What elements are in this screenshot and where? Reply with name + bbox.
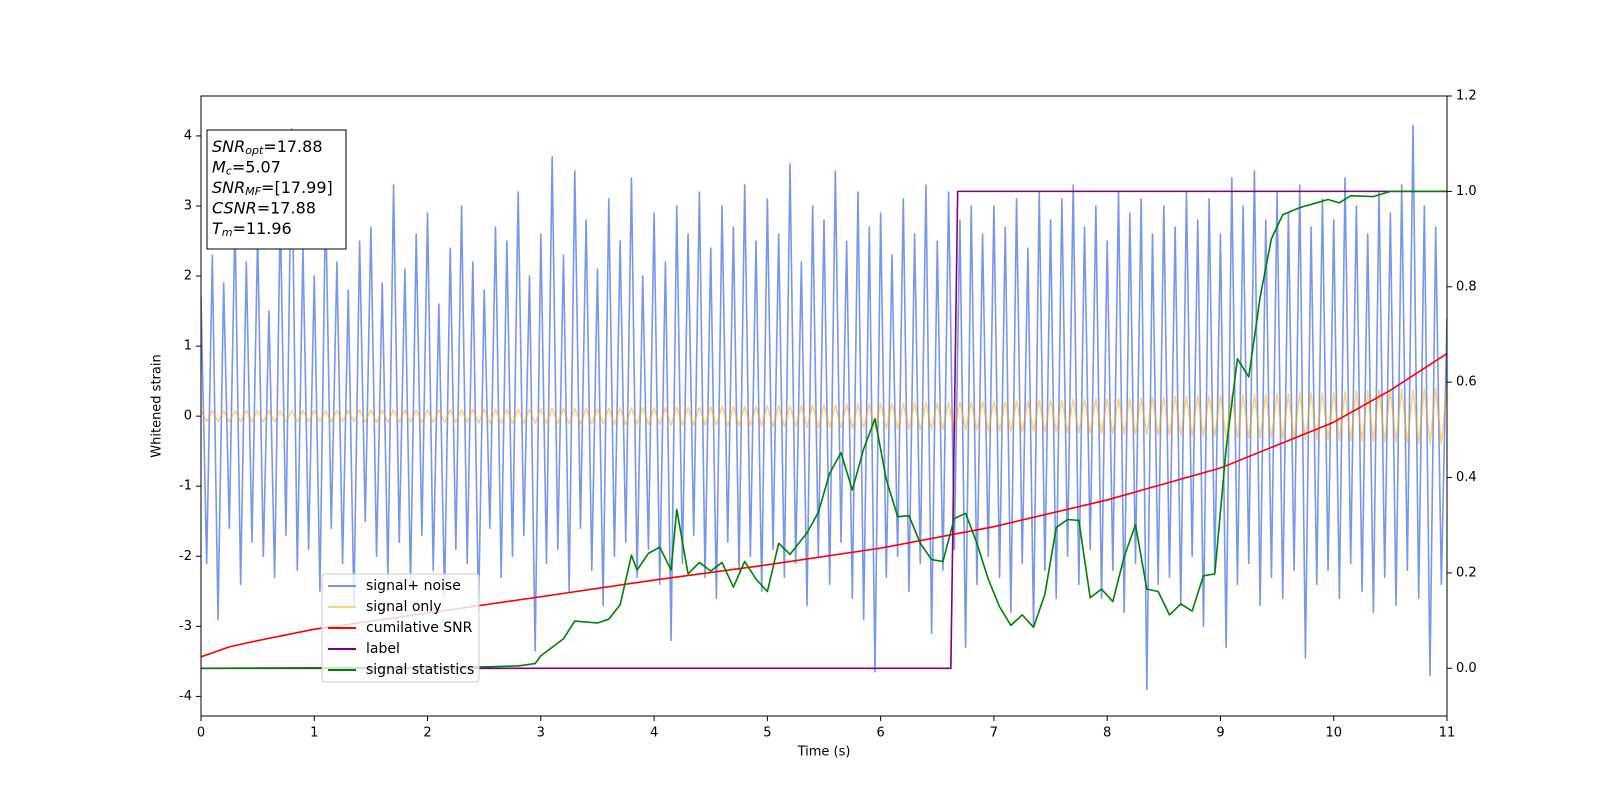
y-tick-label: -4 <box>179 689 192 704</box>
annotation-subscript: opt <box>245 144 264 157</box>
annotation-symbol: T <box>212 219 223 238</box>
series-line <box>201 388 1447 445</box>
x-tick-label: 5 <box>763 726 771 741</box>
y2-tick-label: 1.2 <box>1456 89 1477 104</box>
annotation-subscript: MF <box>245 185 261 198</box>
y2-tick-label: 1.0 <box>1456 184 1477 199</box>
annotation-box: SNRopt=17.88Mc=5.07SNRMF=[17.99]CSNR=17.… <box>206 129 347 250</box>
axes-frame <box>200 95 1448 717</box>
y-tick-label: 0 <box>184 409 192 424</box>
legend-label: cumilative SNR <box>366 620 473 636</box>
annotation-symbol: CSNR <box>212 198 257 217</box>
annotation: Tm=11.96 <box>212 219 292 240</box>
x-tick-label: 7 <box>990 726 998 741</box>
y-axis-label: Whitened strain <box>150 354 165 457</box>
legend: signal+ noise signal only cumilative SNR la… <box>321 573 480 683</box>
annotation: Mc=5.07 <box>212 157 281 178</box>
annotation: SNRMF=[17.99] <box>212 178 333 199</box>
legend-label: label <box>366 641 400 657</box>
x-tick-label: 6 <box>876 726 884 741</box>
x-tick-label: 9 <box>1216 726 1224 741</box>
series-line <box>201 190 1447 670</box>
legend-label: signal statistics <box>366 662 474 678</box>
series-line <box>201 352 1447 658</box>
y-tick-label: -1 <box>179 479 192 494</box>
y2-tick-label: 0.8 <box>1456 279 1477 294</box>
x-tick-label: 11 <box>1439 726 1456 741</box>
annotation-symbol: SNR <box>212 137 245 156</box>
y-tick-label: -2 <box>179 549 192 564</box>
annotation-text: =17.88 <box>257 198 316 217</box>
annotation-symbol: M <box>212 157 226 176</box>
annotation-symbol: SNR <box>212 178 245 197</box>
series-line <box>201 190 1447 670</box>
legend-frame <box>321 573 480 683</box>
annotation-text: =5.07 <box>232 157 281 176</box>
x-axis-label: Time (s) <box>797 745 851 760</box>
annotation: SNRopt=17.88 <box>212 137 323 158</box>
annotation-subscript: m <box>222 226 233 239</box>
y-tick-label: 1 <box>184 339 192 354</box>
x-tick-label: 4 <box>650 726 658 741</box>
annotation: CSNR=17.88 <box>212 198 316 217</box>
y-tick-label: 4 <box>184 128 192 143</box>
annotation-frame <box>206 129 347 250</box>
y2-tick-label: 0.0 <box>1456 661 1477 676</box>
x-tick-label: 3 <box>537 726 545 741</box>
annotation-text: =[17.99] <box>261 178 333 197</box>
annotation-text: =11.96 <box>233 219 292 238</box>
legend-label: signal only <box>366 599 441 615</box>
annotation-text: =17.88 <box>263 137 322 156</box>
y-tick-label: 3 <box>184 198 192 213</box>
series-line <box>201 124 1447 691</box>
annotation-subscript: c <box>226 165 232 178</box>
x-tick-label: 1 <box>310 726 318 741</box>
x-tick-label: 0 <box>197 726 205 741</box>
y2-tick-label: 0.4 <box>1456 470 1477 485</box>
y-tick-label: 2 <box>184 269 192 284</box>
x-tick-label: 8 <box>1103 726 1111 741</box>
legend-label: signal+ noise <box>366 578 461 594</box>
y-tick-label: -3 <box>179 619 192 634</box>
y2-tick-label: 0.2 <box>1456 565 1477 580</box>
plot-area <box>201 124 1447 691</box>
x-tick-label: 2 <box>423 726 431 741</box>
y2-tick-label: 0.6 <box>1456 375 1477 390</box>
x-tick-label: 10 <box>1325 726 1342 741</box>
